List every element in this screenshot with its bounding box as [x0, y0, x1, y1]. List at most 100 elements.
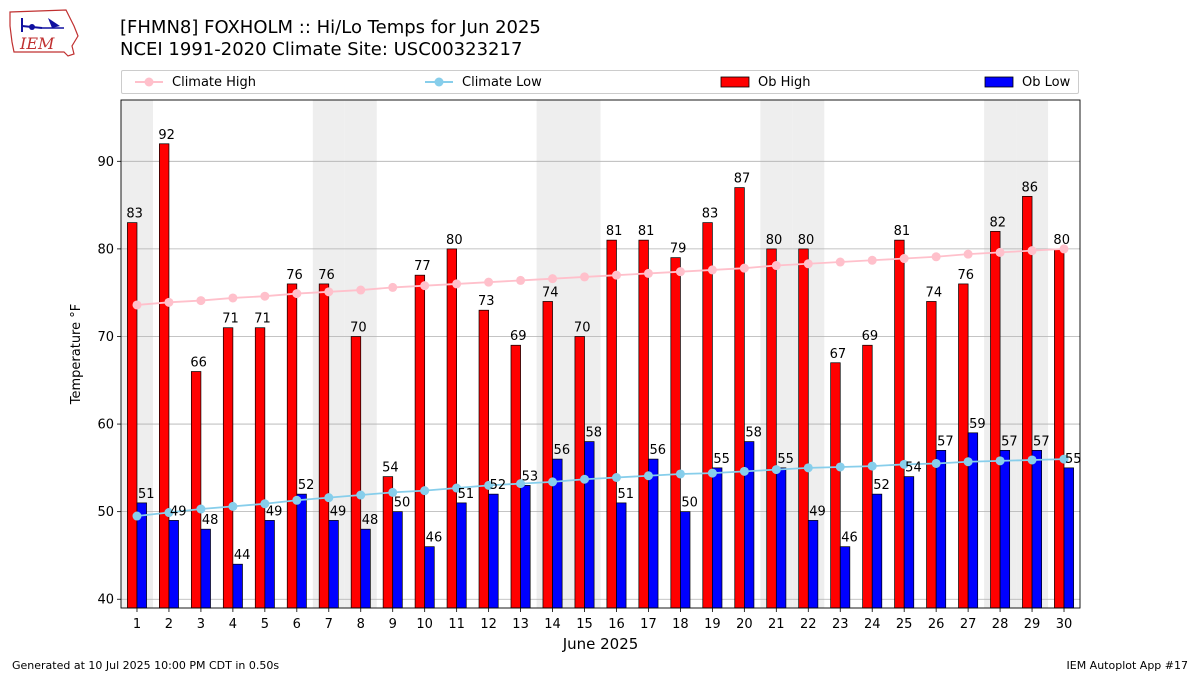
point-climate-low — [580, 474, 590, 484]
x-tick-label: 30 — [1056, 617, 1073, 632]
data-label-ob-high: 92 — [158, 128, 175, 143]
x-tick-label: 17 — [640, 617, 657, 632]
point-climate-high — [963, 249, 973, 259]
data-label-ob-high: 79 — [670, 242, 687, 257]
bar-ob-high — [414, 274, 426, 609]
x-tick-label: 4 — [229, 617, 237, 632]
data-label-ob-high: 80 — [1053, 233, 1070, 248]
data-label-ob-low: 58 — [586, 426, 603, 441]
point-climate-high — [356, 285, 366, 295]
point-climate-high — [995, 247, 1005, 257]
point-climate-low — [643, 471, 653, 481]
data-label-ob-high: 81 — [606, 224, 623, 239]
bar-ob-high — [926, 301, 937, 609]
data-label-ob-low: 46 — [426, 531, 443, 546]
legend-swatch-climate-low — [425, 77, 453, 87]
bar-ob-high — [127, 222, 138, 609]
point-climate-high — [835, 257, 845, 267]
point-climate-low — [356, 490, 366, 500]
bar-ob-low — [392, 511, 403, 609]
bar-ob-high — [958, 283, 969, 609]
point-climate-low — [324, 493, 334, 503]
data-label-ob-high: 76 — [958, 268, 975, 283]
chart-subtitle: NCEI 1991-2020 Climate Site: USC00323217 — [120, 39, 523, 60]
data-label-ob-low: 48 — [202, 513, 219, 528]
bar-ob-high — [574, 336, 585, 609]
point-climate-low — [867, 461, 877, 471]
point-climate-low — [420, 486, 430, 496]
bar-ob-low — [743, 441, 755, 609]
point-climate-high — [707, 265, 717, 275]
x-axis-label: June 2025 — [562, 635, 639, 653]
bar-ob-low — [839, 546, 851, 609]
point-climate-low — [516, 479, 526, 489]
bar-ob-high — [798, 248, 809, 609]
legend-swatch-climate-high — [135, 77, 163, 87]
bar-ob-low — [328, 520, 339, 609]
plot-frame — [120, 99, 1081, 609]
point-climate-high — [228, 293, 238, 303]
point-climate-low — [164, 508, 174, 518]
data-label-ob-low: 49 — [170, 504, 187, 519]
data-label-ob-low: 49 — [266, 504, 283, 519]
data-label-ob-low: 59 — [969, 417, 986, 432]
bar-ob-low — [935, 449, 947, 609]
data-label-ob-low: 50 — [681, 496, 698, 511]
bar-ob-low — [200, 528, 211, 609]
point-climate-low — [1059, 454, 1069, 464]
point-climate-high — [803, 259, 813, 269]
bar-ob-high — [318, 283, 330, 609]
x-tick-label: 19 — [704, 617, 721, 632]
data-label-ob-low: 55 — [1065, 452, 1082, 467]
bar-ob-high — [734, 187, 745, 609]
point-climate-low — [739, 466, 749, 476]
line-climate-high — [136, 247, 1065, 306]
point-climate-low — [835, 462, 845, 472]
data-label-ob-low: 57 — [1001, 434, 1018, 449]
bar-ob-high — [1054, 248, 1065, 609]
bar-ob-low — [232, 563, 243, 609]
x-tick-label: 20 — [736, 617, 753, 632]
bar-ob-high — [1022, 195, 1033, 609]
point-climate-high — [548, 274, 558, 284]
point-climate-low — [707, 468, 717, 478]
point-climate-high — [643, 268, 653, 278]
legend-label-climate-high: Climate High — [172, 74, 257, 90]
bar-ob-high — [638, 239, 649, 609]
x-tick-label: 3 — [197, 617, 205, 632]
bar-ob-low — [264, 520, 275, 609]
bar-ob-high — [254, 327, 266, 609]
bar-ob-low — [999, 449, 1011, 609]
point-climate-high — [484, 277, 494, 287]
legend-label-ob-low: Ob Low — [1022, 74, 1071, 90]
point-climate-high — [196, 296, 206, 306]
point-climate-low — [388, 487, 398, 497]
bar-ob-high — [222, 327, 234, 609]
point-climate-high — [260, 291, 270, 301]
legend-label-ob-high: Ob High — [758, 74, 811, 90]
point-climate-low — [228, 501, 238, 511]
iem-logo: IEM — [9, 9, 79, 57]
bar-ob-low — [807, 520, 819, 609]
point-climate-high — [292, 289, 302, 299]
point-climate-low — [196, 504, 206, 514]
y-tick-label: 50 — [97, 505, 114, 520]
bar-ob-low — [712, 467, 723, 609]
data-label-ob-low: 51 — [138, 487, 155, 502]
x-tick-label: 18 — [672, 617, 689, 632]
bar-ob-high — [670, 257, 681, 609]
point-climate-high — [771, 261, 781, 271]
point-climate-high — [1027, 246, 1037, 256]
point-climate-high — [675, 267, 685, 277]
point-climate-low — [1027, 455, 1037, 465]
bar-ob-low — [584, 441, 595, 609]
point-climate-high — [1059, 244, 1069, 254]
data-label-ob-high: 71 — [222, 312, 239, 327]
data-label-ob-high: 81 — [638, 224, 655, 239]
data-label-ob-high: 81 — [894, 224, 911, 239]
point-climate-low — [675, 469, 685, 479]
bar-ob-low — [520, 485, 531, 609]
legend-swatch-ob-high — [720, 76, 750, 88]
legend: Climate High Climate Low Ob High Ob Low — [121, 70, 1079, 94]
data-label-ob-high: 76 — [318, 268, 335, 283]
